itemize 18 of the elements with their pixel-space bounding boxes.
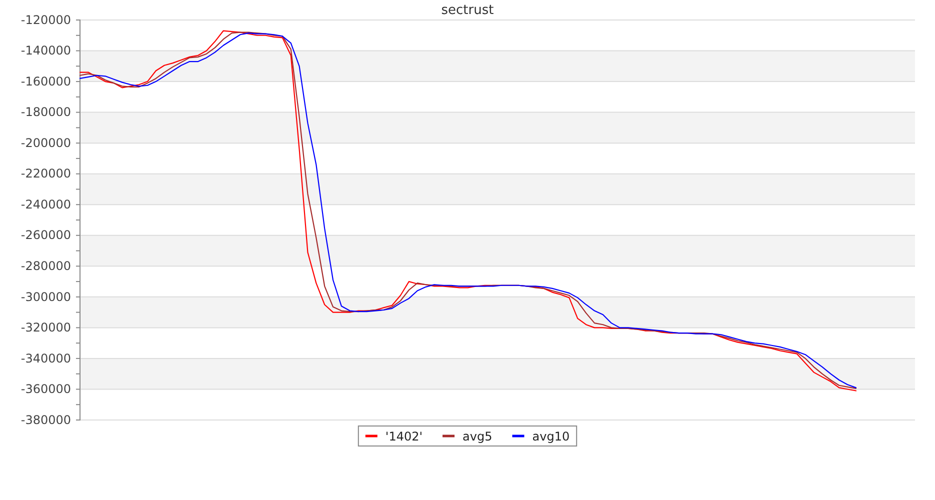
legend-label: avg10: [532, 430, 570, 444]
legend-label: '1402': [385, 430, 423, 444]
y-tick-label: -220000: [20, 166, 71, 181]
y-tick-label: -200000: [20, 136, 71, 150]
chart-title: sectrust: [441, 3, 494, 18]
y-tick-label: -140000: [20, 44, 71, 58]
y-tick-label: -280000: [20, 258, 71, 273]
y-tick-label: -120000: [20, 12, 71, 27]
y-tick-label: -260000: [20, 228, 71, 242]
y-tick-label: -340000: [20, 351, 71, 366]
y-tick-label: -360000: [20, 382, 71, 396]
y-tick-label: -320000: [20, 320, 71, 335]
y-tick-label: -300000: [20, 290, 71, 304]
y-tick-label: -380000: [20, 412, 71, 427]
y-tick-label: -160000: [20, 74, 71, 88]
y-tick-label: -240000: [20, 197, 71, 212]
y-tick-label: -180000: [20, 105, 71, 120]
legend-label: avg5: [462, 430, 492, 444]
